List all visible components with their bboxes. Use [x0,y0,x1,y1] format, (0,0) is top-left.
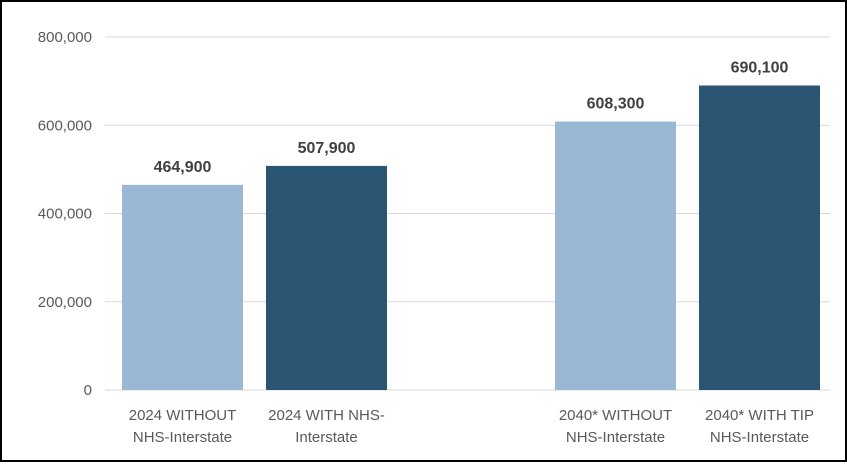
category-label: 2024 WITH NHS- [268,407,385,424]
y-tick-label: 400,000 [38,206,92,223]
y-axis-tick-labels: 0 200,000 400,000 600,000 800,000 [38,29,92,399]
y-tick-label: 600,000 [38,117,92,134]
category-label: Interstate [295,429,358,446]
bar [555,121,676,391]
category-label: NHS-Interstate [710,429,809,446]
bars [122,85,820,391]
category-label: 2040* WITH TIP [705,407,814,424]
data-labels: 464,900 507,900 608,300 690,100 [154,59,789,175]
data-label: 507,900 [298,140,356,157]
category-label: 2040* WITHOUT [559,407,672,424]
bar [266,165,387,390]
y-tick-label: 800,000 [38,29,92,46]
bar [699,85,820,390]
bar [122,184,243,390]
category-label: NHS-Interstate [566,429,665,446]
y-tick-label: 0 [84,382,92,399]
data-label: 608,300 [587,96,645,113]
data-label: 690,100 [731,59,789,76]
y-tick-label: 200,000 [38,294,92,311]
category-label: 2024 WITHOUT [129,407,237,424]
x-axis-category-labels: 2024 WITHOUT NHS-Interstate 2024 WITH NHS-… [129,407,814,446]
data-label: 464,900 [154,159,212,176]
category-label: NHS-Interstate [133,429,232,446]
